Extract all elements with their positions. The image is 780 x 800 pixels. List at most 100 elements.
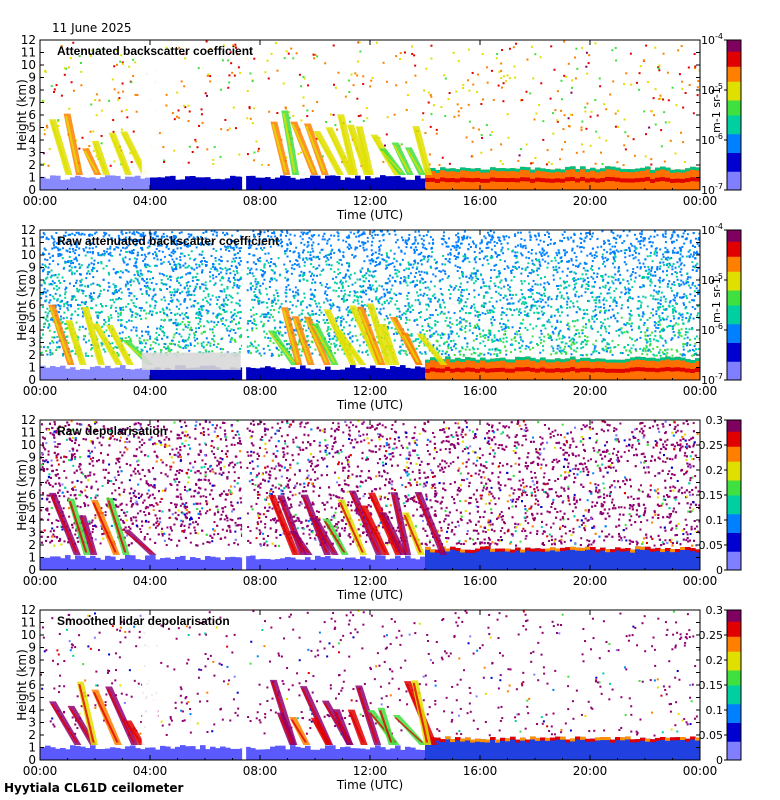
noise-pixel [455, 244, 458, 247]
noise-pixel [326, 330, 329, 333]
layer-core-cell [625, 178, 631, 183]
noise-pixel [252, 107, 255, 110]
noise-pixel [396, 238, 399, 241]
noise-pixel [309, 314, 312, 317]
noise-pixel [366, 240, 369, 243]
noise-pixel [678, 331, 681, 334]
noise-pixel [692, 244, 695, 247]
noise-pixel [101, 343, 104, 346]
layer-top-cell [440, 167, 446, 171]
noise-pixel [498, 239, 501, 242]
noise-pixel [117, 271, 120, 274]
noise-pixel [474, 261, 477, 264]
noise-pixel [555, 296, 558, 299]
noise-pixel [362, 75, 365, 78]
noise-pixel [554, 259, 557, 262]
noise-pixel [296, 292, 299, 295]
noise-pixel [207, 301, 210, 304]
noise-pixel [370, 286, 373, 289]
noise-pixel [342, 256, 345, 259]
noise-pixel [494, 349, 497, 352]
noise-pixel [377, 341, 380, 344]
noise-pixel [162, 235, 165, 238]
noise-pixel [687, 281, 690, 284]
noise-pixel [186, 338, 189, 341]
noise-pixel [226, 351, 229, 354]
noise-pixel [457, 238, 460, 241]
noise-pixel [677, 283, 680, 286]
noise-pixel [298, 348, 301, 351]
noise-pixel [473, 282, 476, 285]
noise-pixel [386, 317, 389, 320]
layer-core-cell [620, 178, 626, 183]
noise-pixel [267, 312, 270, 315]
noise-pixel [94, 99, 97, 102]
noise-pixel [573, 325, 576, 328]
noise-pixel [665, 274, 668, 277]
noise-pixel [225, 319, 228, 322]
noise-pixel [445, 245, 448, 248]
noise-pixel [277, 354, 280, 357]
noise-pixel [267, 235, 270, 238]
noise-pixel [587, 231, 590, 234]
noise-pixel [652, 295, 655, 298]
noise-pixel [684, 238, 687, 241]
noise-pixel [410, 246, 413, 249]
boundary-layer-cell [380, 175, 386, 190]
noise-pixel [360, 233, 363, 236]
noise-pixel [420, 340, 423, 343]
layer-top-cell [490, 167, 496, 171]
noise-pixel [601, 255, 604, 258]
noise-pixel [433, 332, 436, 335]
noise-pixel [614, 317, 617, 320]
noise-pixel [324, 285, 327, 288]
noise-pixel [649, 254, 652, 257]
noise-pixel [53, 281, 56, 284]
noise-pixel [556, 254, 559, 257]
noise-pixel [489, 311, 492, 314]
noise-pixel [42, 279, 45, 282]
noise-pixel [549, 242, 552, 245]
noise-pixel [599, 321, 602, 324]
noise-pixel [472, 83, 475, 86]
noise-pixel [462, 255, 465, 258]
noise-pixel [153, 264, 156, 267]
layer-top-cell [545, 169, 551, 173]
noise-pixel [684, 330, 687, 333]
noise-pixel [130, 161, 133, 164]
noise-pixel [246, 153, 249, 156]
noise-pixel [237, 279, 240, 282]
noise-pixel [263, 315, 266, 318]
boundary-layer-cell [50, 175, 56, 190]
noise-pixel [66, 301, 69, 304]
noise-pixel [121, 61, 124, 64]
noise-pixel [510, 338, 513, 341]
noise-pixel [261, 282, 264, 285]
noise-pixel [625, 291, 628, 294]
noise-pixel [689, 241, 692, 244]
noise-pixel [542, 240, 545, 243]
noise-pixel [506, 113, 509, 116]
noise-pixel [175, 328, 178, 331]
layer-top-cell [505, 168, 511, 172]
noise-pixel [348, 91, 351, 94]
noise-pixel [375, 263, 378, 266]
noise-pixel [459, 294, 462, 297]
noise-pixel [227, 325, 230, 328]
noise-pixel [367, 314, 370, 317]
noise-pixel [246, 89, 249, 92]
noise-pixel [591, 232, 594, 235]
noise-pixel [163, 312, 166, 315]
noise-pixel [202, 290, 205, 293]
noise-pixel [564, 281, 567, 284]
x-tick-label: 12:00 [353, 194, 388, 208]
noise-pixel [52, 238, 55, 241]
noise-pixel [493, 269, 496, 272]
noise-pixel [448, 321, 451, 324]
noise-pixel [386, 80, 389, 83]
noise-pixel [225, 296, 228, 299]
noise-pixel [402, 312, 405, 315]
noise-pixel [95, 231, 98, 234]
noise-pixel [112, 119, 115, 122]
